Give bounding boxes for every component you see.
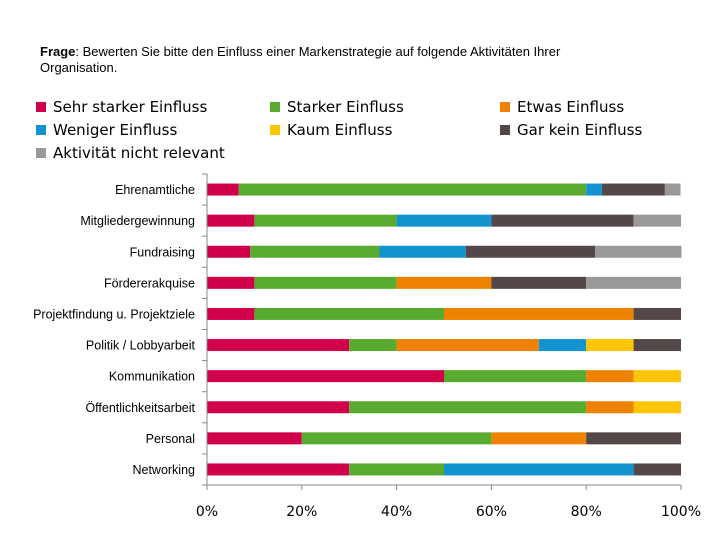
bar-segment <box>664 183 681 196</box>
bar-segment <box>491 432 587 445</box>
legend-swatch <box>500 125 510 135</box>
bar-segment <box>207 307 255 320</box>
bar-segment <box>586 276 681 289</box>
legend-label: Sehr starker Einfluss <box>53 98 208 116</box>
bar-segment <box>396 339 539 352</box>
bar-segment <box>586 370 634 383</box>
bar-segment <box>207 183 239 196</box>
bar-segment <box>238 183 587 196</box>
bar-segment <box>254 307 444 320</box>
bar-segment <box>207 339 350 352</box>
category-label: Networking <box>132 463 195 477</box>
bar-segment <box>465 245 596 258</box>
bar-segment <box>633 401 681 414</box>
legend-item: Aktivität nicht relevant <box>36 142 225 164</box>
legend-swatch <box>36 148 46 158</box>
x-tick-label: 80% <box>571 504 602 520</box>
legend-item: Gar kein Einfluss <box>500 119 642 141</box>
bar-segment <box>349 339 397 352</box>
bar-segment <box>207 432 302 445</box>
category-label: Fördererakquise <box>104 276 195 290</box>
bar-segment <box>250 245 380 258</box>
category-label: Projektfindung u. Projektziele <box>33 307 195 321</box>
question-text: Frage: Bewerten Sie bitte den Einfluss e… <box>40 44 640 76</box>
category-label: Öffentlichkeitsarbeit <box>85 401 195 415</box>
category-label: Fundraising <box>130 245 195 259</box>
legend-item: Starker Einfluss <box>270 96 404 118</box>
bar-segment <box>207 276 255 289</box>
x-tick-label: 20% <box>286 504 317 520</box>
bar-segment <box>444 370 587 383</box>
bar-segment <box>349 463 444 476</box>
legend-label: Gar kein Einfluss <box>517 121 643 139</box>
question-prefix: Frage <box>40 44 76 59</box>
legend-item: Sehr starker Einfluss <box>36 96 207 118</box>
legend-item: Etwas Einfluss <box>500 96 624 118</box>
category-label: Mitgliedergewinnung <box>80 214 195 228</box>
legend-swatch <box>270 125 280 135</box>
bar-segment <box>633 214 681 227</box>
legend-label: Weniger Einfluss <box>53 121 178 139</box>
bar-segment <box>379 245 466 258</box>
legend-label: Starker Einfluss <box>287 98 404 116</box>
legend-label: Etwas Einfluss <box>517 98 625 116</box>
x-tick-label: 40% <box>381 504 412 520</box>
bar-segment <box>491 214 634 227</box>
bar-segment <box>538 339 587 352</box>
legend-swatch <box>270 102 280 112</box>
bar-segment <box>595 245 682 258</box>
bar-segment <box>586 339 634 352</box>
bar-segment <box>207 401 350 414</box>
bar-segment <box>586 401 634 414</box>
legend-item: Weniger Einfluss <box>36 119 177 141</box>
bar-segment <box>396 276 492 289</box>
chart-legend: Sehr starker Einfluss Starker Einfluss Etw… <box>36 96 716 166</box>
bar-segment <box>349 401 587 414</box>
legend-label: Kaum Einfluss <box>287 121 393 139</box>
bar-segment <box>207 463 350 476</box>
bar-segment <box>601 183 665 196</box>
bar-segment <box>207 214 255 227</box>
bar-segment <box>633 463 681 476</box>
bar-segment <box>586 432 681 445</box>
bar-segment <box>633 370 681 383</box>
bar-segment <box>491 276 587 289</box>
bar-segment <box>444 307 634 320</box>
category-label: Kommunikation <box>109 370 195 384</box>
bar-segment <box>633 339 681 352</box>
bar-segment <box>254 276 397 289</box>
bar-segment <box>633 307 681 320</box>
bar-segment <box>301 432 492 445</box>
legend-label: Aktivität nicht relevant <box>53 144 225 162</box>
bar-segment <box>444 463 634 476</box>
bar-segment <box>207 370 444 383</box>
category-label: Politik / Lobbyarbeit <box>86 339 196 353</box>
legend-item: Kaum Einfluss <box>270 119 392 141</box>
x-tick-label: 60% <box>476 504 507 520</box>
category-label: Ehrenamtliche <box>115 183 195 197</box>
x-tick-label: 100% <box>661 504 701 520</box>
bar-segment <box>254 214 397 227</box>
legend-swatch <box>36 125 46 135</box>
category-label: Personal <box>146 432 195 446</box>
legend-swatch <box>36 102 46 112</box>
bar-segment <box>586 183 602 196</box>
bar-segment <box>207 245 251 258</box>
bar-segment <box>396 214 492 227</box>
legend-swatch <box>500 102 510 112</box>
x-tick-label: 0% <box>196 504 218 520</box>
question-body: : Bewerten Sie bitte den Einfluss einer … <box>40 44 561 75</box>
